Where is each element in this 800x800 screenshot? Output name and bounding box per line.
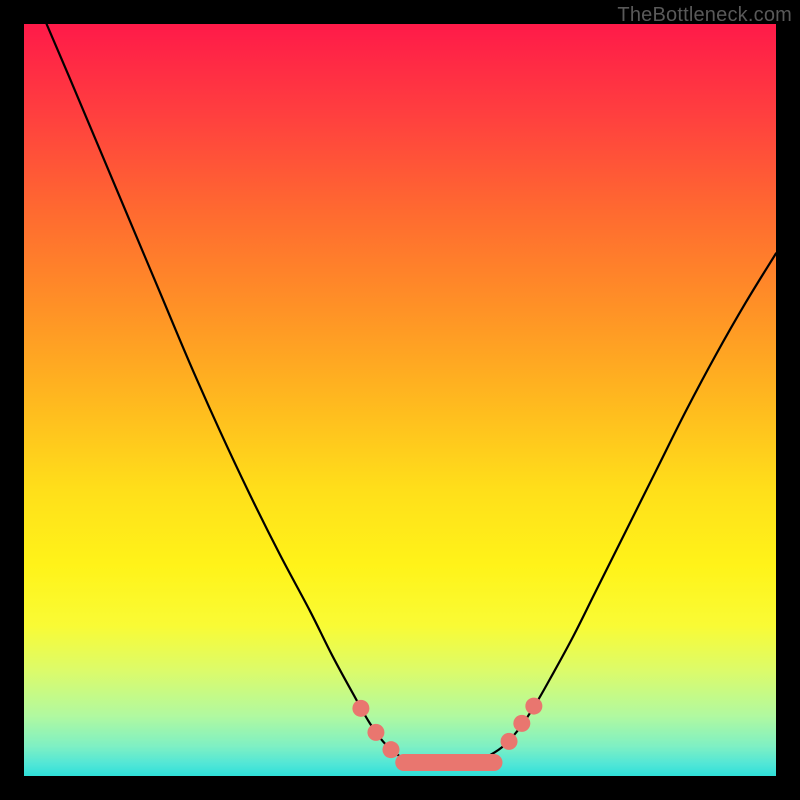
overlay-svg <box>24 24 776 776</box>
figure-root: TheBottleneck.com <box>0 0 800 800</box>
plot-area <box>24 24 776 776</box>
marker-dot <box>501 733 518 750</box>
marker-group <box>352 698 542 759</box>
marker-dot <box>382 741 399 758</box>
watermark-label: TheBottleneck.com <box>617 4 792 27</box>
marker-dot <box>525 698 542 715</box>
marker-dot <box>367 724 384 741</box>
marker-dot <box>352 700 369 717</box>
bottleneck-curve <box>47 24 776 765</box>
marker-dot <box>513 715 530 732</box>
